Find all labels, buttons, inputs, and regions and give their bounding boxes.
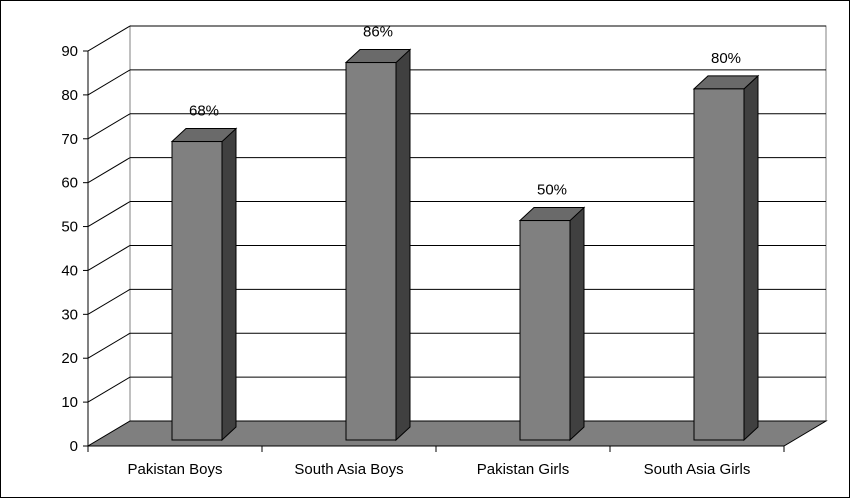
y-tick-label: 20 — [61, 350, 78, 367]
gridline-side — [87, 376, 131, 403]
y-tick-label: 10 — [61, 394, 78, 411]
bar — [170, 127, 238, 442]
data-label: 86% — [363, 24, 393, 41]
data-label: 80% — [711, 50, 741, 67]
bar — [692, 74, 760, 442]
y-tick-label: 30 — [61, 306, 78, 323]
labels: 68% 86% 50% 80% Pakistan Boys South Asia Boys… — [127, 24, 750, 478]
gridline-side — [87, 69, 131, 96]
gridline-side — [87, 201, 131, 227]
y-tick-label: 60 — [61, 175, 78, 192]
data-label: 50% — [537, 182, 567, 199]
y-tick-label: 0 — [70, 438, 78, 455]
side-wall — [87, 25, 131, 447]
gridline-side — [87, 113, 131, 140]
gridline-side — [87, 288, 131, 315]
bar-front — [693, 88, 745, 441]
data-label: 68% — [189, 103, 219, 120]
gridline-side — [87, 332, 131, 359]
bar-side — [395, 48, 411, 442]
bar — [344, 48, 412, 442]
y-tick-label: 50 — [61, 219, 78, 236]
bars — [170, 48, 760, 442]
y-tick-label: 70 — [61, 131, 78, 148]
bar — [518, 206, 586, 442]
y-tick-label: 90 — [61, 43, 78, 60]
x-tick-label: Pakistan Girls — [477, 461, 570, 478]
bar-side — [743, 74, 759, 442]
gridline-side — [87, 25, 131, 52]
gridline-side — [87, 245, 131, 271]
bar-side — [569, 206, 585, 442]
x-tick-label: Pakistan Boys — [127, 461, 222, 478]
x-tick-label: South Asia Girls — [644, 461, 751, 478]
axes: 0 10 20 30 40 50 60 70 80 90 — [61, 43, 785, 455]
x-tick-label: South Asia Boys — [294, 461, 403, 478]
y-tick-label: 40 — [61, 262, 78, 279]
y-tick-label: 80 — [61, 87, 78, 104]
bar-front — [519, 220, 571, 441]
bar-front — [345, 62, 397, 441]
gridline-side — [87, 157, 131, 184]
bar-side — [221, 127, 237, 442]
bar-front — [171, 141, 223, 441]
